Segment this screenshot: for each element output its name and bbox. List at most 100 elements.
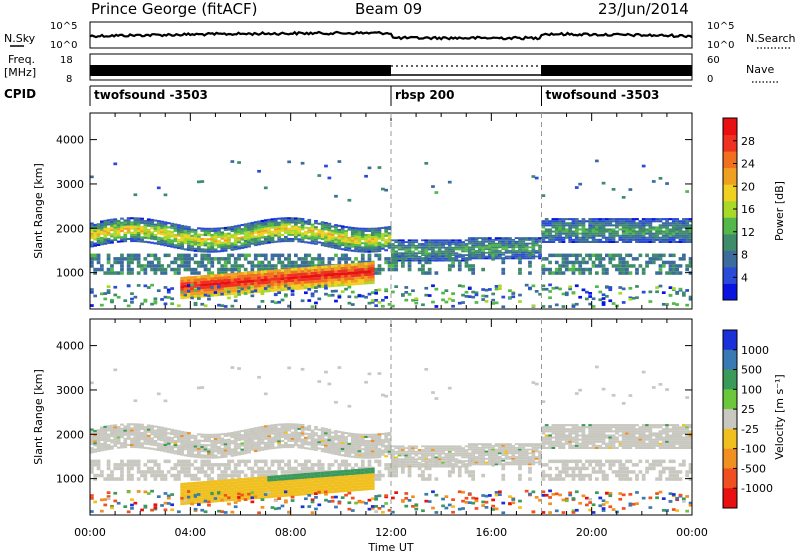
heatmap-cell <box>310 431 315 434</box>
heatmap-cell <box>243 439 248 442</box>
heatmap-cell <box>106 491 111 494</box>
heatmap-cell <box>444 254 449 256</box>
heatmap-cell <box>243 241 248 244</box>
heatmap-cell <box>384 257 389 261</box>
heatmap-cell <box>237 228 241 231</box>
heatmap-cell <box>220 456 225 459</box>
heatmap-cell <box>140 436 144 439</box>
heatmap-cell <box>317 488 322 492</box>
heatmap-cell <box>163 435 168 438</box>
heatmap-cell <box>183 470 188 474</box>
heatmap-cell <box>247 483 251 486</box>
heatmap-cell <box>588 218 593 221</box>
heatmap-cell <box>511 250 516 252</box>
heatmap-cell <box>177 438 181 441</box>
heatmap-cell <box>207 232 211 235</box>
heatmap-cell <box>615 230 619 233</box>
heatmap-cell <box>153 238 158 241</box>
heatmap-cell <box>190 230 195 233</box>
heatmap-cell <box>631 257 636 261</box>
heatmap-cell <box>220 267 225 272</box>
heatmap-cell <box>471 251 476 254</box>
heatmap-cell <box>307 441 312 444</box>
heatmap-cell <box>284 268 288 272</box>
heatmap-cell <box>133 463 138 467</box>
heatmap-cell <box>180 233 185 236</box>
heatmap-cell <box>284 227 288 230</box>
heatmap-cell <box>307 280 312 284</box>
heatmap-cell <box>284 237 288 240</box>
heatmap-cell <box>133 431 138 434</box>
heatmap-cell <box>140 238 144 241</box>
heatmap-cell <box>381 245 385 248</box>
heatmap-cell <box>407 246 412 249</box>
heatmap-cell <box>263 221 268 224</box>
heatmap-cell <box>267 441 272 444</box>
heatmap-cell <box>635 271 639 275</box>
heatmap-cell <box>488 240 492 243</box>
heatmap-cell <box>377 237 382 240</box>
heatmap-cell <box>100 447 104 450</box>
heatmap-cell <box>631 218 636 221</box>
heatmap-cell <box>494 251 499 254</box>
heatmap-cell <box>601 267 606 272</box>
heatmap-cell <box>150 253 154 258</box>
heatmap-cell <box>404 250 409 253</box>
heatmap-cell <box>150 437 154 440</box>
heatmap-cell <box>170 222 175 225</box>
heatmap-cell <box>280 285 285 289</box>
heatmap-cell <box>230 234 235 237</box>
heatmap-cell <box>253 257 258 261</box>
heatmap-cell <box>130 267 134 272</box>
heatmap-cell <box>294 253 298 258</box>
heatmap-cell <box>100 498 104 502</box>
heatmap-cell <box>625 260 629 265</box>
heatmap-cell <box>571 232 576 235</box>
heatmap-cell <box>93 440 98 443</box>
heatmap-cell <box>113 432 118 435</box>
heatmap-cell <box>280 494 285 498</box>
heatmap-cell <box>180 470 185 474</box>
heatmap-cell <box>682 294 686 297</box>
heatmap-cell <box>521 250 526 252</box>
heatmap-cell <box>237 290 241 293</box>
heatmap-cell <box>514 255 519 258</box>
heatmap-cell <box>360 265 365 269</box>
heatmap-cell <box>337 241 342 244</box>
heatmap-cell <box>213 279 218 283</box>
heatmap-cell <box>210 264 215 268</box>
heatmap-cell <box>334 238 338 241</box>
heatmap-cell <box>243 274 248 278</box>
heatmap-cell <box>621 230 626 233</box>
heatmap-cell <box>682 236 686 239</box>
heatmap-cell <box>561 253 566 258</box>
heatmap-cell <box>568 232 573 235</box>
heatmap-cell <box>585 260 589 265</box>
heatmap-cell <box>260 484 265 488</box>
heatmap-cell <box>304 272 308 276</box>
heatmap-cell <box>357 273 362 277</box>
heatmap-cell <box>481 248 486 250</box>
heatmap-cell <box>367 248 372 251</box>
heatmap-cell <box>682 291 686 295</box>
heatmap-cell <box>374 267 379 272</box>
heatmap-cell <box>250 230 255 233</box>
heatmap-cell <box>136 490 141 493</box>
heatmap-cell <box>136 444 141 447</box>
heatmap-cell <box>193 498 198 502</box>
heatmap-cell <box>207 250 211 253</box>
heatmap-cell <box>267 278 272 282</box>
heatmap-cell <box>488 251 492 254</box>
heatmap-cell <box>437 243 442 245</box>
heatmap-cell <box>658 218 663 221</box>
heatmap-cell <box>217 479 221 483</box>
heatmap-cell <box>304 260 308 265</box>
heatmap-cell <box>595 264 599 268</box>
heatmap-cell <box>270 289 275 292</box>
heatmap-cell <box>521 253 526 256</box>
heatmap-cell <box>227 238 231 241</box>
heatmap-cell <box>93 500 98 504</box>
heatmap-cell <box>451 299 455 302</box>
heatmap-cell <box>250 440 255 443</box>
heatmap-cell <box>481 253 486 258</box>
